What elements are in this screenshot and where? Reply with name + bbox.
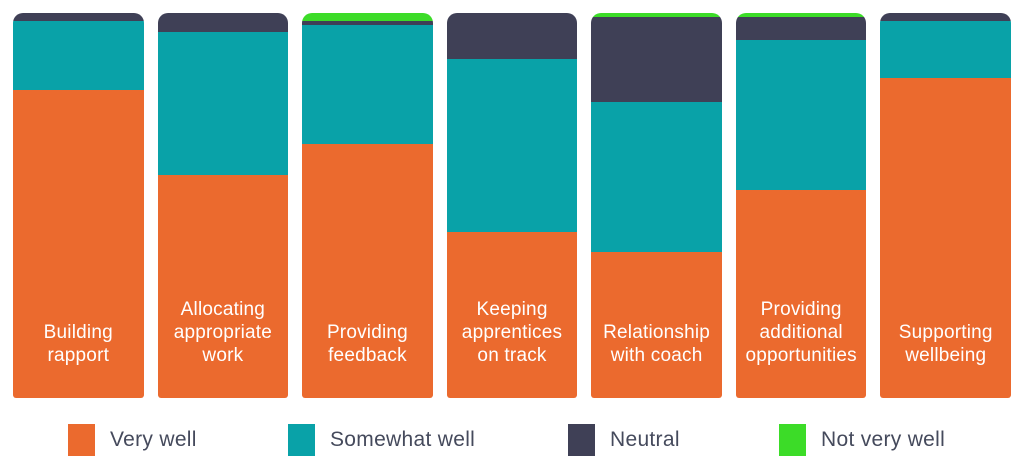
bar-keeping-apprentices-on-track: Keeping apprentices on track	[446, 13, 578, 398]
bar-label-allocating-appropriate-work: Allocating appropriate work	[173, 299, 273, 366]
bar-label-providing-feedback: Providing feedback	[326, 322, 408, 366]
bar-supporting-wellbeing: Supporting wellbeing	[880, 13, 1012, 398]
bar-label-building-rapport: Building rapport	[43, 322, 113, 366]
bar-relationship-with-coach: Relationship with coach	[591, 13, 722, 398]
segment-somewhat-well	[157, 32, 289, 175]
segment-somewhat-well	[302, 24, 433, 144]
bar-label-keeping-apprentices-on-track: Keeping apprentices on track	[461, 299, 563, 366]
segment-somewhat-well	[880, 20, 1012, 79]
segment-somewhat-well	[13, 20, 144, 90]
segment-neutral	[302, 20, 433, 25]
legend-swatch-neutral	[568, 424, 595, 456]
legend-label-somewhat-well: Somewhat well	[330, 428, 476, 451]
segment-not-very-well	[735, 13, 867, 17]
segment-somewhat-well	[591, 101, 722, 252]
segment-not-very-well	[591, 13, 722, 17]
segment-very-well	[13, 89, 144, 398]
legend-swatch-very-well	[68, 424, 95, 456]
segment-somewhat-well	[735, 39, 867, 191]
legend-item-not-very-well: Not very well	[779, 424, 945, 456]
segment-very-well	[591, 251, 722, 398]
segment-very-well	[880, 78, 1012, 398]
legend-swatch-somewhat-well	[288, 424, 315, 456]
legend-swatch-not-very-well	[779, 424, 806, 456]
segment-somewhat-well	[446, 59, 578, 233]
legend-item-somewhat-well: Somewhat well	[288, 424, 475, 456]
segment-very-well	[446, 232, 578, 398]
segment-very-well	[302, 143, 433, 398]
bar-label-relationship-with-coach: Relationship with coach	[603, 322, 711, 366]
bar-label-supporting-wellbeing: Supporting wellbeing	[898, 322, 993, 366]
segment-neutral	[591, 16, 722, 102]
segment-neutral	[157, 13, 289, 33]
bar-building-rapport: Building rapport	[13, 13, 144, 398]
segment-neutral	[880, 13, 1012, 21]
stacked-bar-chart: Building rapport Allocating appropriate work…	[13, 13, 1012, 398]
legend-label-very-well: Very well	[110, 428, 197, 451]
bar-label-providing-additional-opportunities: Providing additional opportunities	[745, 299, 857, 366]
segment-neutral	[446, 13, 578, 60]
bar-providing-additional-opportunities: Providing additional opportunities	[735, 13, 867, 398]
legend-item-neutral: Neutral	[568, 424, 680, 456]
segment-neutral	[735, 16, 867, 40]
segment-neutral	[13, 13, 144, 21]
bar-allocating-appropriate-work: Allocating appropriate work	[157, 13, 289, 398]
segment-very-well	[735, 190, 867, 398]
legend-label-not-very-well: Not very well	[821, 428, 946, 451]
legend-label-neutral: Neutral	[610, 428, 680, 451]
bar-providing-feedback: Providing feedback	[302, 13, 433, 398]
segment-very-well	[157, 174, 289, 398]
segment-not-very-well	[302, 13, 433, 21]
legend-item-very-well: Very well	[68, 424, 197, 456]
